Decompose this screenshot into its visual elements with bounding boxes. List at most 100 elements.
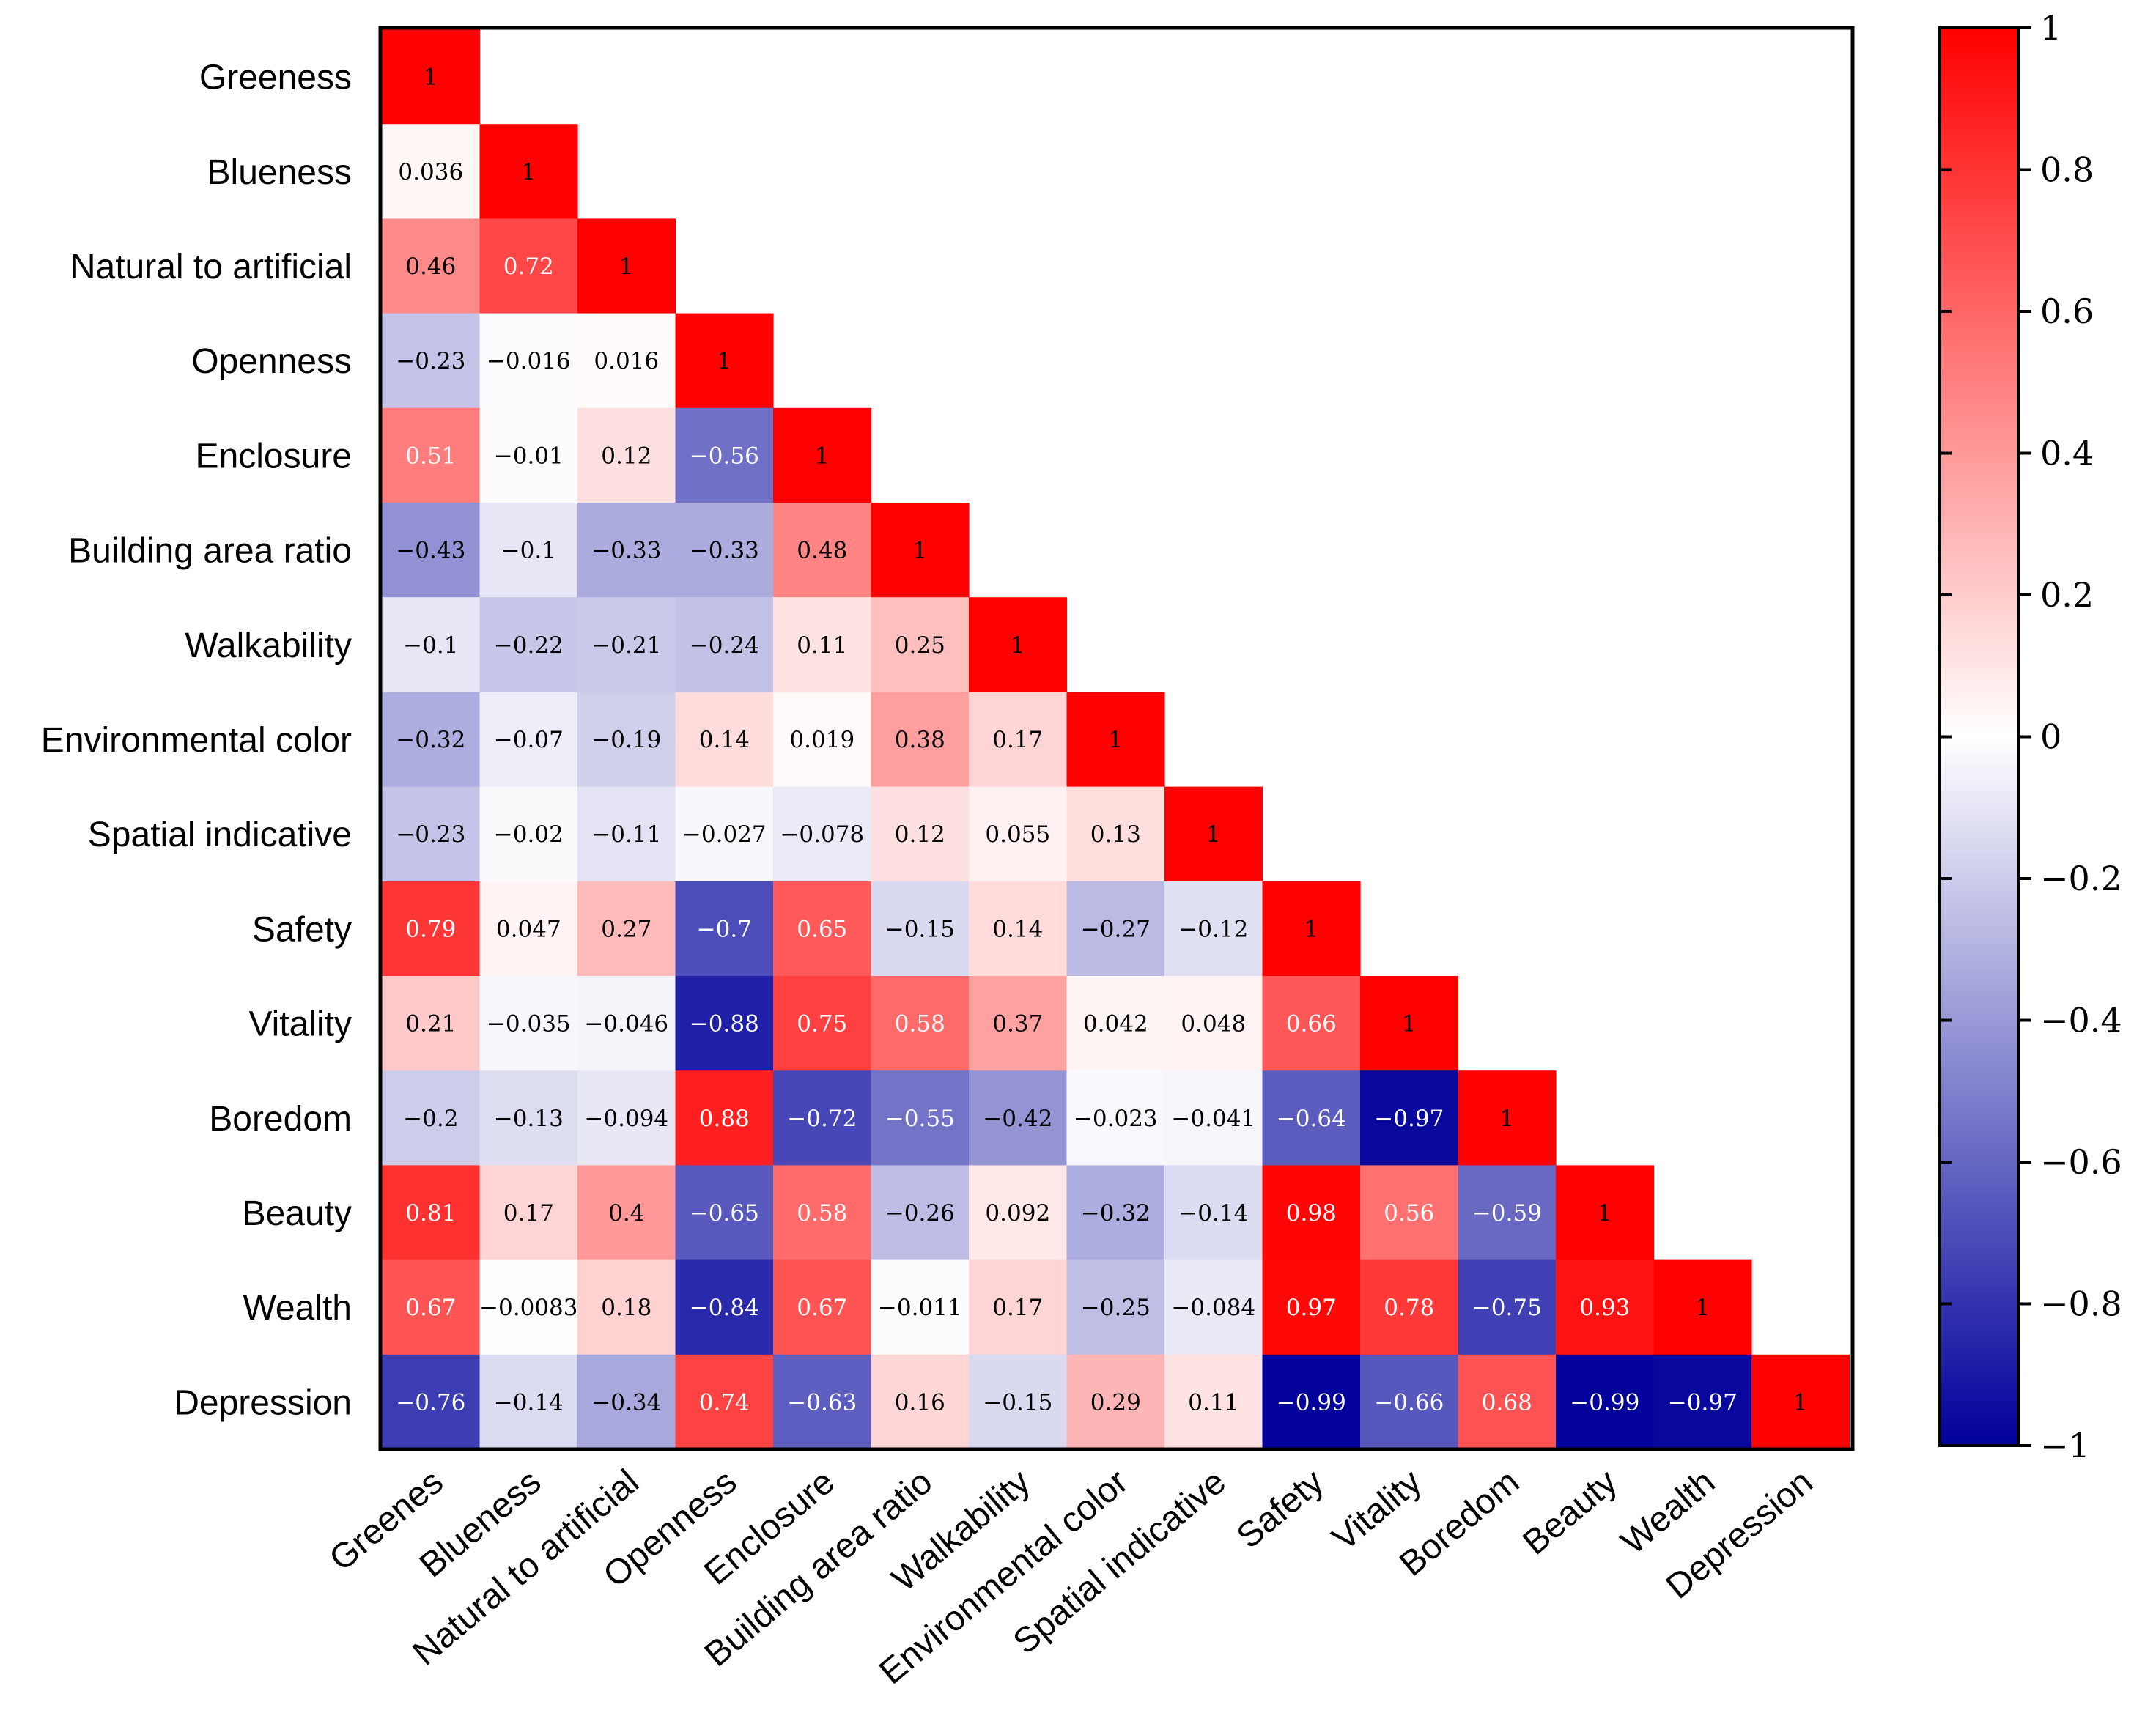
cell-value: −0.7 [697,916,752,942]
row-labels: Greeness Blueness Natural to artificial Ope… [41,59,352,1423]
cell-value: 0.4 [608,1200,644,1227]
cell-value: 0.11 [1188,1389,1238,1416]
heatmap-cell [1751,1354,1850,1450]
row-label: Building area ratio [68,532,352,571]
heatmap-cell [1360,1070,1459,1166]
cell-value: 1 [424,64,438,91]
heatmap-cell [577,692,676,788]
heatmap-cell [1066,976,1165,1071]
cell-value: −0.02 [494,821,564,848]
heatmap-cell [1458,1259,1557,1355]
heatmap-cell [577,1259,676,1355]
cell-value: 0.016 [594,348,659,374]
cell-value: 0.092 [985,1200,1050,1227]
heatmap-cell [1066,786,1165,882]
cell-value: 0.12 [601,443,651,469]
cell-value: −0.26 [885,1200,955,1227]
heatmap-cell [969,1070,1068,1166]
cell-value: 0.93 [1579,1295,1630,1321]
cell-value: 0.25 [895,632,945,659]
heatmap-cell [577,1165,676,1261]
column-label: Safety [1230,1462,1331,1556]
cell-value: −0.75 [1472,1295,1542,1321]
cell-value: 0.74 [699,1389,750,1416]
row-label: Boredom [209,1100,352,1139]
cell-value: 0.11 [797,632,847,659]
cell-value: 1 [912,538,927,564]
colorbar-tick-label: −0.6 [2040,1142,2122,1182]
cell-value: −0.65 [690,1200,759,1227]
heatmap-cell [479,503,578,598]
heatmap-cell [479,976,578,1071]
cell-value: −0.12 [1178,916,1248,942]
heatmap-cell [675,1165,774,1261]
cell-value: 0.67 [405,1295,456,1321]
cell-value: 0.81 [405,1200,456,1227]
cell-value: −0.01 [494,443,564,469]
heatmap-cell [969,1354,1068,1450]
heatmap-cell [871,1259,970,1355]
heatmap-cell [479,597,578,692]
cell-value: −0.023 [1074,1106,1158,1132]
heatmap-cell [969,976,1068,1071]
cell-value: −0.2 [403,1106,458,1132]
heatmap-cell [675,313,774,409]
heatmap-cell [1164,881,1263,977]
heatmap-cell [382,1165,481,1261]
cell-value: 0.66 [1286,1011,1337,1037]
heatmap-cell [773,976,872,1071]
heatmap-cell [382,218,481,314]
cell-value: −0.55 [885,1106,955,1132]
cell-value: −0.99 [1570,1389,1639,1416]
cell-value: 0.17 [992,1295,1043,1321]
cell-value: −0.33 [690,538,759,564]
heatmap-cell [1458,1070,1557,1166]
cell-value: 0.21 [405,1011,456,1037]
cell-value: 1 [717,348,731,374]
colorbar-tick-label: 1 [2040,8,2061,48]
heatmap-cell [773,407,872,503]
heatmap-cell [577,313,676,409]
row-label: Natural to artificial [70,248,352,286]
cell-value: −0.84 [690,1295,759,1321]
heatmap-cell [773,1070,872,1166]
heatmap-cell [1164,976,1263,1071]
cell-value: −0.76 [396,1389,465,1416]
row-label: Environmental color [41,721,352,760]
heatmap-cell [1066,1070,1165,1166]
cell-value: −0.63 [787,1389,857,1416]
heatmap-cell [1066,1354,1165,1450]
cell-value: 0.65 [797,916,847,942]
colorbar-tick-label: 0.4 [2040,434,2094,473]
heatmap-cell [479,218,578,314]
heatmap-cell [1262,1259,1361,1355]
heatmap-cell [1458,1165,1557,1261]
cell-value: −0.22 [494,632,564,659]
heatmap-cell [773,597,872,692]
heatmap-cell [1164,786,1263,882]
cell-value: 1 [1304,916,1318,942]
heatmap-cell [577,503,676,598]
cell-value: 0.047 [496,916,561,942]
row-label: Beauty [243,1194,352,1233]
cell-value: −0.1 [501,538,556,564]
heatmap-cell [675,1354,774,1450]
cell-value: −0.33 [591,538,661,564]
cell-value: 0.055 [985,821,1050,848]
cell-value: −0.0083 [479,1295,577,1321]
row-label: Vitality [248,1005,352,1044]
heatmap-cell [577,976,676,1071]
heatmap-cell [1262,1070,1361,1166]
heatmap-cell [1164,1259,1263,1355]
cell-value: 0.17 [992,727,1043,753]
cell-value: −0.07 [494,727,564,753]
cell-value: 1 [815,443,830,469]
heatmap-cell [969,597,1068,692]
colorbar-tick-label: −0.8 [2040,1284,2122,1324]
cell-value: 0.17 [503,1200,554,1227]
cell-value: 0.13 [1090,821,1141,848]
heatmap-cell [1360,1354,1459,1450]
heatmap-cell [1360,976,1459,1071]
heatmap-cell [382,29,481,125]
